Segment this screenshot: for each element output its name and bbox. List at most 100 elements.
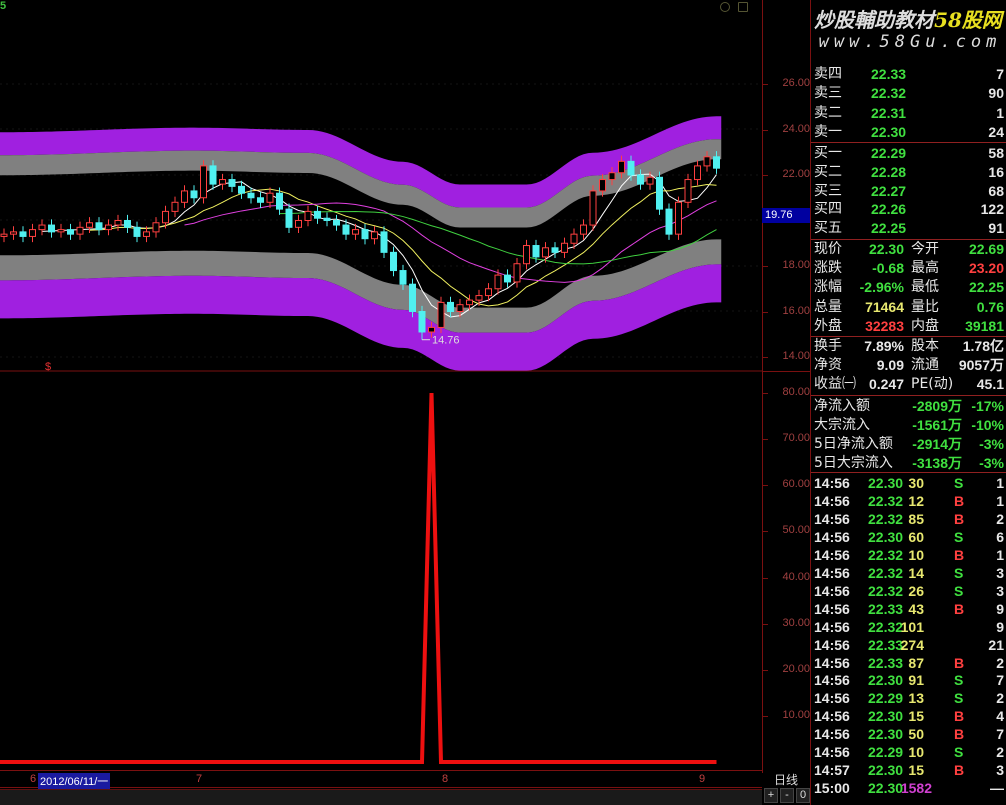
level-volume: 7 (996, 66, 1004, 82)
trade-side: B (954, 600, 965, 617)
candle-body (589, 190, 597, 226)
trade-row: 15:00 22.30 1582 — (814, 779, 1004, 798)
axis-divider (763, 371, 811, 372)
trade-volume: 14 (908, 564, 924, 581)
candle-body (371, 231, 378, 240)
flow-percent: -3% (979, 436, 1004, 452)
trade-price: 22.30 (868, 780, 904, 797)
candle-body (447, 301, 454, 312)
flow-amount: -1561万 (912, 417, 962, 433)
trade-price: 22.32 (868, 546, 904, 563)
window-icon[interactable] (738, 2, 748, 12)
candle (380, 226, 388, 259)
trade-time: 14:56 (814, 744, 850, 761)
candle (295, 214, 302, 234)
candle-body (209, 165, 217, 185)
quote-label: 最高 (911, 260, 939, 277)
level-volume: 1 (996, 104, 1004, 121)
candle-body (684, 179, 692, 203)
trade-row: 14:56 22.30 60 S 6 (814, 528, 1004, 547)
fund-flow-row: 5日净流入额 -2914万 -3% (814, 435, 1004, 454)
quote-value: 1.78亿 (962, 338, 1004, 354)
candle-body (86, 222, 93, 228)
trade-price: 22.33 (868, 654, 904, 671)
level-volume: 24 (988, 123, 1004, 140)
candle (57, 223, 65, 238)
trade-side: B (954, 546, 965, 563)
quote-label: 现价 (814, 241, 842, 257)
level-price: 22.25 (871, 220, 907, 237)
upper-inner-band (0, 139, 722, 228)
candle-body (475, 295, 483, 301)
trade-price: 22.33 (868, 600, 904, 617)
fund-flow-row: 净流入额 -2809万 -17% (814, 397, 1004, 416)
period-selector[interactable]: 日线 (773, 773, 798, 787)
axis-tick (763, 357, 768, 358)
quote-value: 45.1 (976, 376, 1004, 393)
quote-row: 涨跌 -0.68 最高 23.20 (814, 259, 1004, 278)
quote-label: 流通 (911, 357, 939, 374)
axis-tick (763, 439, 768, 441)
kline-chart[interactable]: 14.76 $ (0, 0, 762, 773)
trade-side: S (954, 528, 964, 545)
level-label: 卖一 (814, 123, 842, 140)
candle (162, 205, 169, 229)
candle (627, 155, 635, 181)
indicator-tick-label: 40.00 (782, 570, 810, 583)
candle-body (247, 192, 255, 199)
trade-side: B (954, 762, 965, 779)
candle (29, 223, 36, 243)
trade-time: 14:56 (814, 492, 850, 509)
watermark-logo: 炒股輔助教材58股网 (814, 8, 1002, 32)
candle-body (428, 326, 435, 333)
candle-body (561, 242, 568, 253)
candle-body (114, 220, 122, 226)
indicator-tick-label: 20.00 (782, 662, 810, 675)
horizontal-scrollbar[interactable] (0, 789, 762, 805)
candle-body (133, 226, 141, 237)
candle-body (76, 226, 84, 235)
trade-row: 14:56 22.30 50 B 7 (814, 725, 1004, 744)
quote-label: 总量 (814, 298, 842, 315)
trade-price: 22.32 (868, 492, 904, 509)
candle (200, 160, 207, 204)
quote-value: 22.69 (968, 241, 1004, 257)
zoom-in-button[interactable]: + (764, 788, 778, 803)
price-tick-label: 22.00 (782, 168, 810, 180)
candle (599, 173, 606, 197)
candle-body (409, 283, 416, 313)
indicator-tick-label: 30.00 (782, 616, 810, 629)
indicator-tick-label: 10.00 (782, 708, 810, 721)
indicator-tick-label: 50.00 (782, 524, 810, 537)
candle-body (323, 217, 331, 222)
candle-body (390, 251, 397, 272)
candle-body (257, 197, 264, 203)
trade-time: 14:56 (814, 582, 850, 599)
candle-body (352, 229, 359, 235)
flow-label: 5日大宗流入 (814, 455, 893, 471)
candle-body (551, 247, 559, 253)
candle-body (38, 224, 46, 231)
zoom-reset-button[interactable]: 0 (796, 788, 810, 803)
indicator-tick-label: 70.00 (782, 432, 810, 445)
trade-volume: 43 (908, 600, 924, 617)
settings-icon[interactable] (720, 2, 730, 12)
trade-side: S (954, 744, 964, 761)
quote-label: 内盘 (911, 317, 939, 334)
candle-body (29, 229, 36, 237)
quote-value: 71464 (865, 298, 904, 315)
candle (76, 221, 84, 240)
quote-label: 最低 (911, 279, 939, 296)
order-book-row: 卖一 22.30 24 (814, 123, 1004, 142)
zoom-out-button[interactable]: - (780, 788, 794, 803)
order-book-row: 买四 22.26 122 (814, 200, 1004, 219)
candle (665, 203, 673, 240)
axis-tick (763, 623, 768, 625)
candle (703, 151, 711, 172)
axis-tick (763, 129, 768, 131)
candle-body (399, 270, 407, 285)
trade-price: 22.32 (868, 510, 904, 527)
quote-label: 量比 (911, 298, 939, 315)
ma30-line (279, 210, 717, 265)
period-number: 5 (0, 0, 7, 12)
